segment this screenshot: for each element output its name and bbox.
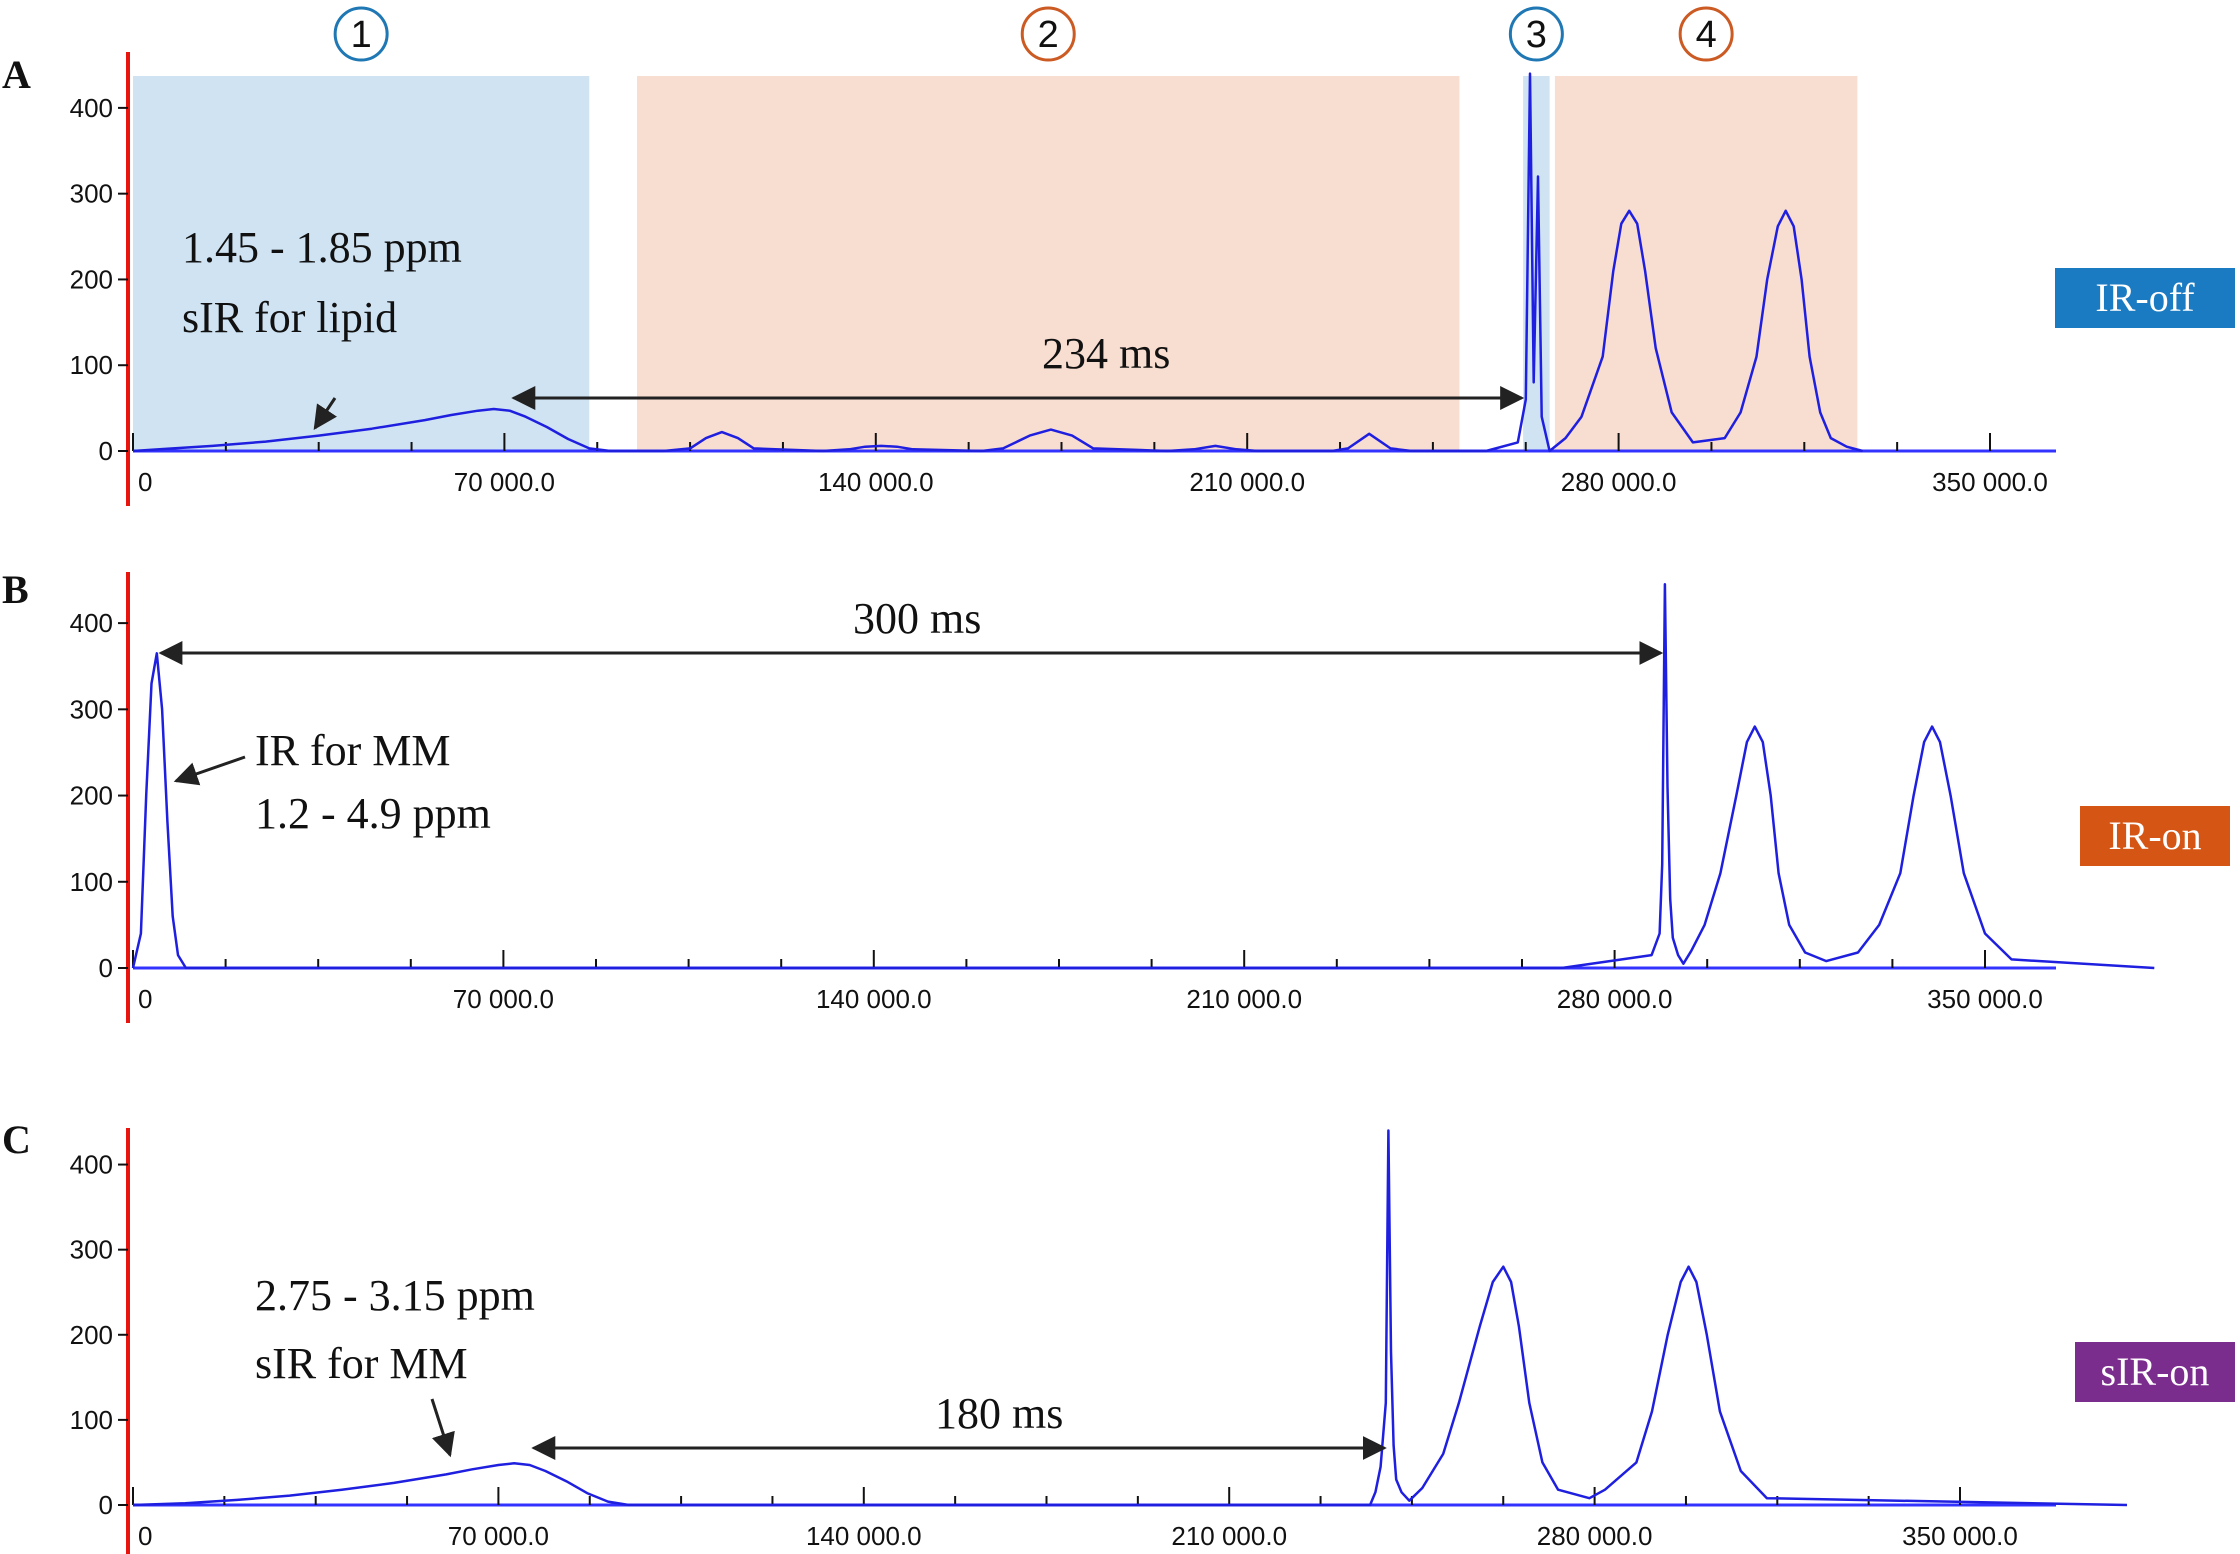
panel-letter-c: C [2,1117,31,1162]
panel-a-axes: 0 70 000.0 140 000.0 210 000.0 280 000.0 350 … [70,52,2056,506]
x-tick-label: 140 000.0 [816,984,932,1014]
panel-a-annotations: 1.45 - 1.85 ppm sIR for lipid 234 ms [182,223,1525,430]
x-tick-label: 350 000.0 [1902,1521,2018,1551]
region-number-1: 1 [351,14,372,56]
x-tick-label: 140 000.0 [818,467,934,497]
x-tick-label: 70 000.0 [454,467,555,497]
panel-a: A 0 70 000.0 140 000.0 210 000.0 280 000.0 35… [2,52,2235,506]
signal-series-line [131,583,2155,970]
signal-series-line [132,72,1864,453]
panel-b-annotation-line-1: IR for MM [255,726,451,775]
panel-c-annotation-line-2: sIR for MM [255,1339,468,1388]
panel-b-axes: 0 70 000.0 140 000.0 210 000.0 280 000.0 350 … [70,572,2056,1023]
y-tick-label: 0 [99,436,113,466]
x-tick-label: 280 000.0 [1537,1521,1653,1551]
x-tick-label: 0 [138,984,152,1014]
panel-letter-b: B [2,567,29,612]
x-tick-label: 0 [138,1521,152,1551]
region-number-circle-3 [1508,6,1564,62]
y-tick-label: 400 [70,93,113,123]
region-number-3: 3 [1526,14,1547,56]
region-number-labels: 1 2 3 4 [333,6,1734,62]
x-tick-label: 280 000.0 [1557,984,1673,1014]
y-tick-label: 300 [70,179,113,209]
region-number-circle-1 [333,6,389,62]
x-tick-label: 350 000.0 [1927,984,2043,1014]
x-tick-label: 210 000.0 [1186,984,1302,1014]
panel-c-signal [132,1129,2128,1507]
panel-b-mode-label: IR-on [2108,813,2201,858]
signal-series-line [132,1129,2128,1507]
panel-a-signal [132,72,1864,453]
panel-b-annotation-line-2: 1.2 - 4.9 ppm [255,789,491,838]
y-tick-label: 200 [70,1320,113,1350]
panel-a-mode-label: IR-off [2095,275,2195,320]
panel-a-mode-badge: IR-off [2055,268,2235,328]
x-tick-label: 70 000.0 [448,1521,549,1551]
panel-letter-a: A [2,52,31,97]
panel-b-annotations: IR for MM 1.2 - 4.9 ppm 300 ms [158,594,1664,838]
x-tick-label: 350 000.0 [1932,467,2048,497]
x-tick-label: 140 000.0 [806,1521,922,1551]
y-tick-label: 200 [70,264,113,294]
panel-b: B 0 70 000.0 140 000.0 210 000.0 280 000.0 35… [2,567,2230,1023]
region-number-2: 2 [1038,14,1059,56]
region-number-circle-4 [1678,6,1734,62]
x-tick-label: 210 000.0 [1189,467,1305,497]
pointer-arrow [313,397,337,430]
panel-a-annotation-line-2: sIR for lipid [182,293,397,342]
y-tick-label: 0 [99,1490,113,1520]
panel-b-interval-label: 300 ms [853,594,981,643]
panel-c: C 0 70 000.0 140 000.0 210 000.0 280 000.0 35… [2,1117,2235,1554]
pointer-arrow [430,1398,455,1458]
panel-a-mode-badge-bg [2055,268,2235,328]
panel-b-mode-badge-bg [2080,806,2230,866]
x-tick-label: 70 000.0 [453,984,554,1014]
y-tick-label: 200 [70,781,113,811]
y-tick-label: 300 [70,694,113,724]
y-tick-label: 400 [70,608,113,638]
panel-a-interval-label: 234 ms [1042,329,1170,378]
panel-b-signal [131,583,2155,970]
panel-b-mode-badge: IR-on [2080,806,2230,866]
panel-c-mode-label: sIR-on [2101,1349,2210,1394]
panel-c-mode-badge-bg [2075,1342,2235,1402]
x-tick-label: 280 000.0 [1561,467,1677,497]
panel-c-annotation-line-1: 2.75 - 3.15 ppm [255,1271,535,1320]
pointer-arrow [173,755,246,786]
region-number-circle-2 [1020,6,1076,62]
panel-c-annotations: 2.75 - 3.15 ppm sIR for MM 180 ms [255,1271,1387,1460]
panel-a-annotation-line-1: 1.45 - 1.85 ppm [182,223,462,272]
x-tick-label: 210 000.0 [1171,1521,1287,1551]
panel-c-mode-badge: sIR-on [2075,1342,2235,1402]
x-tick-label: 0 [138,467,152,497]
y-tick-label: 300 [70,1235,113,1265]
y-tick-label: 400 [70,1150,113,1180]
region-band-4 [1554,76,1858,451]
panel-c-interval-label: 180 ms [935,1389,1063,1438]
y-tick-label: 0 [99,953,113,983]
y-tick-label: 100 [70,350,113,380]
y-tick-label: 100 [70,867,113,897]
panel-c-axes: 0 70 000.0 140 000.0 210 000.0 280 000.0 350 … [70,1128,2056,1554]
region-bands [133,76,1858,451]
y-tick-label: 100 [70,1405,113,1435]
region-band-2 [637,76,1460,451]
region-number-4: 4 [1696,14,1717,56]
